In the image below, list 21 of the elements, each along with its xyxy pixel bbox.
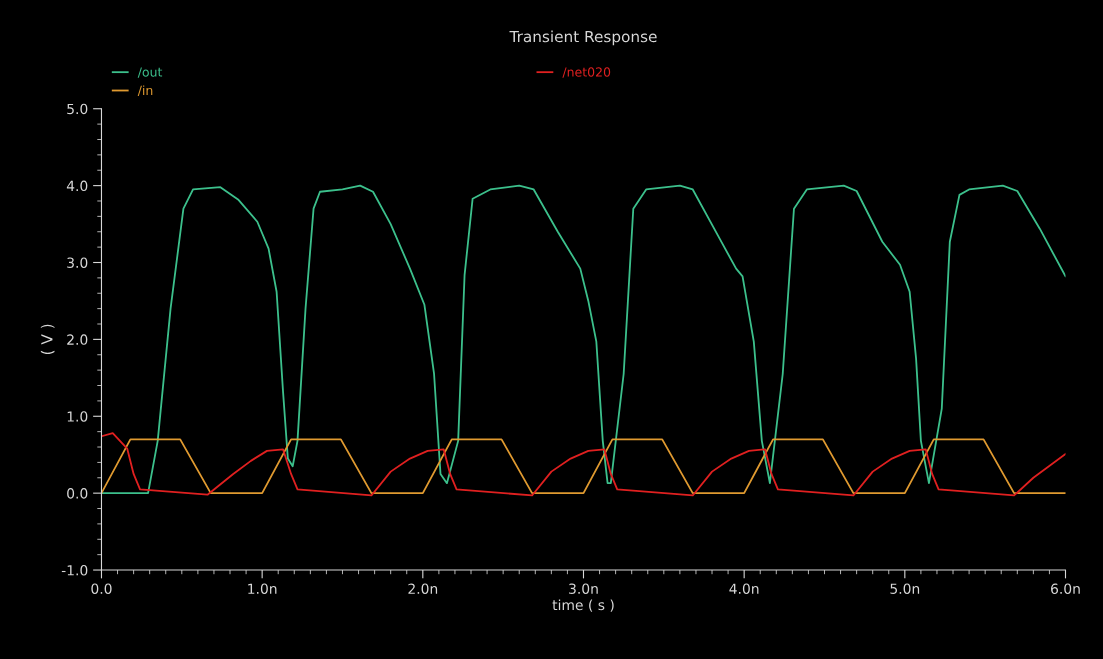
x-tick-label: 3.0n <box>569 583 598 594</box>
x-tick-label: 1.0n <box>248 583 277 594</box>
legend-label: /net020 <box>562 67 611 78</box>
chart-title: Transient Response <box>509 30 657 46</box>
x-tick-label: 4.0n <box>729 583 759 594</box>
y-tick-label: 5.0 <box>67 103 88 115</box>
legend-label: /in <box>137 85 153 97</box>
y-axis-title: ( V ) <box>40 324 55 355</box>
x-tick-label: 2.0n <box>408 583 438 594</box>
y-tick-label: 3.0 <box>67 257 88 268</box>
y-tick-label: 1.0 <box>67 411 88 422</box>
x-tick-label: 0.0 <box>91 583 112 594</box>
y-tick-label: 4.0 <box>66 180 88 192</box>
legend-label: /out <box>137 67 163 78</box>
x-axis-title: time ( s ) <box>552 599 614 612</box>
y-tick-label: 0.0 <box>67 488 88 499</box>
y-tick-label: -1.0 <box>61 565 88 576</box>
y-tick-label: 2.0 <box>67 334 88 345</box>
line-series <box>101 184 1066 495</box>
x-tick-label: 6.0n <box>1051 583 1080 594</box>
x-tick-label: 5.0n <box>890 583 920 594</box>
